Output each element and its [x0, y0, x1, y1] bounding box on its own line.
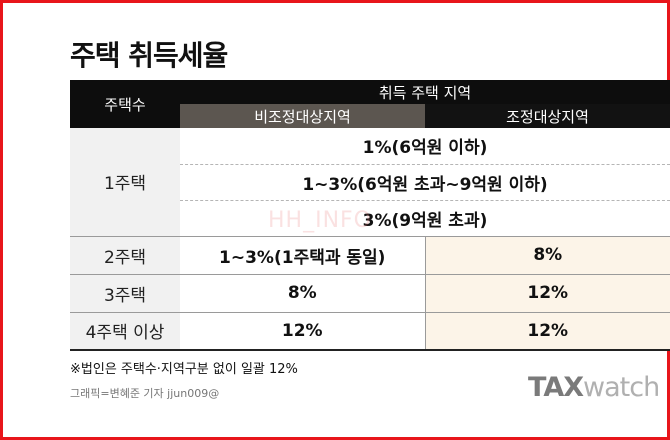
logo-watch-text: watch — [583, 372, 660, 403]
logo-tax-text: TAX — [528, 372, 584, 403]
page-title: 주택 취득세율 — [70, 39, 228, 72]
row-label-4-plus-houses: 4주택 이상 — [70, 312, 180, 351]
tax-rate-table: 주택수 취득 주택 지역 비조정대상지역 조정대상지역 1주택 1%(6억원 이… — [70, 80, 670, 351]
header-non-adjusted-area: 비조정대상지역 — [180, 104, 425, 128]
rate-1-house-tier-2: 1~3%(6억원 초과~9억원 이하) — [180, 164, 670, 201]
rate-2-houses-non-adjusted: 1~3%(1주택과 동일) — [180, 236, 426, 275]
taxwatch-logo: TAXwatch — [528, 372, 660, 403]
rate-2-houses-adjusted: 8% — [425, 236, 670, 275]
watermark-text: HH_INFO — [268, 208, 373, 233]
header-house-count: 주택수 — [70, 80, 180, 128]
rate-4-plus-houses-non-adjusted: 12% — [180, 312, 426, 351]
graphic-credit: 그래픽=변혜준 기자 jjun009@ — [70, 387, 220, 400]
row-label-1-house: 1주택 — [70, 128, 180, 237]
header-adjusted-area: 조정대상지역 — [425, 104, 670, 128]
rate-3-houses-non-adjusted: 8% — [180, 274, 426, 313]
row-label-2-houses: 2주택 — [70, 236, 180, 275]
row-label-3-houses: 3주택 — [70, 274, 180, 313]
rate-3-houses-adjusted: 12% — [425, 274, 670, 313]
rate-1-house-tier-3: 3%(9억원 초과) — [180, 200, 670, 237]
rate-1-house-tier-1: 1%(6억원 이하) — [180, 128, 670, 165]
footnote: ※법인은 주택수·지역구분 없이 일괄 12% — [70, 362, 298, 377]
header-region-group: 취득 주택 지역 — [180, 80, 670, 104]
rate-4-plus-houses-adjusted: 12% — [425, 312, 670, 351]
